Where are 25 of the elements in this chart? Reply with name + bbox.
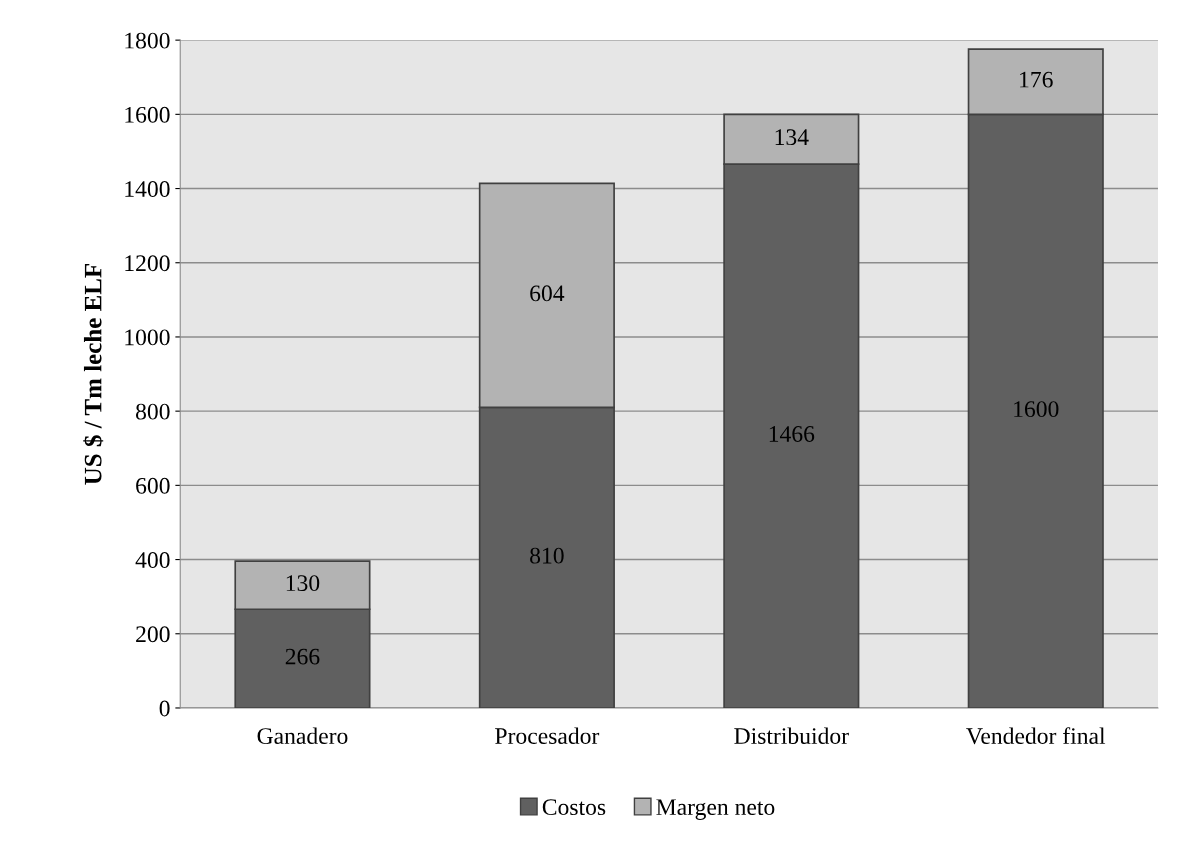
y-tick-label: 800 bbox=[136, 403, 170, 420]
y-axis-title: US $ / Tm leche ELF bbox=[83, 264, 104, 485]
x-tick-label: Vendedor final bbox=[966, 727, 1106, 745]
legend-label: Margen neto bbox=[656, 799, 775, 820]
y-tick-label: 1200 bbox=[125, 255, 170, 272]
y-tick-label: 1800 bbox=[125, 32, 170, 49]
x-tick-label: Procesador bbox=[495, 727, 600, 745]
y-tick-label: 0 bbox=[159, 700, 170, 717]
data-label: 134 bbox=[775, 129, 809, 146]
y-tick-label: 1000 bbox=[125, 329, 170, 346]
data-label: 176 bbox=[1020, 71, 1053, 88]
data-label: 130 bbox=[286, 575, 320, 592]
data-label: 266 bbox=[285, 648, 320, 665]
data-label: 1600 bbox=[1014, 401, 1059, 418]
legend-label: Costos bbox=[542, 799, 606, 816]
data-label: 1466 bbox=[769, 426, 815, 442]
y-tick-label: 400 bbox=[135, 552, 170, 568]
data-label: 810 bbox=[530, 547, 564, 564]
data-label: 604 bbox=[530, 285, 565, 302]
y-tick-label: 1400 bbox=[125, 181, 170, 197]
x-tick-label: Ganadero bbox=[257, 727, 348, 745]
x-tick-label: Distribuidor bbox=[734, 727, 849, 745]
y-tick-label: 1600 bbox=[125, 106, 170, 123]
y-tick-label: 600 bbox=[136, 477, 170, 494]
y-tick-label: 200 bbox=[136, 626, 170, 643]
